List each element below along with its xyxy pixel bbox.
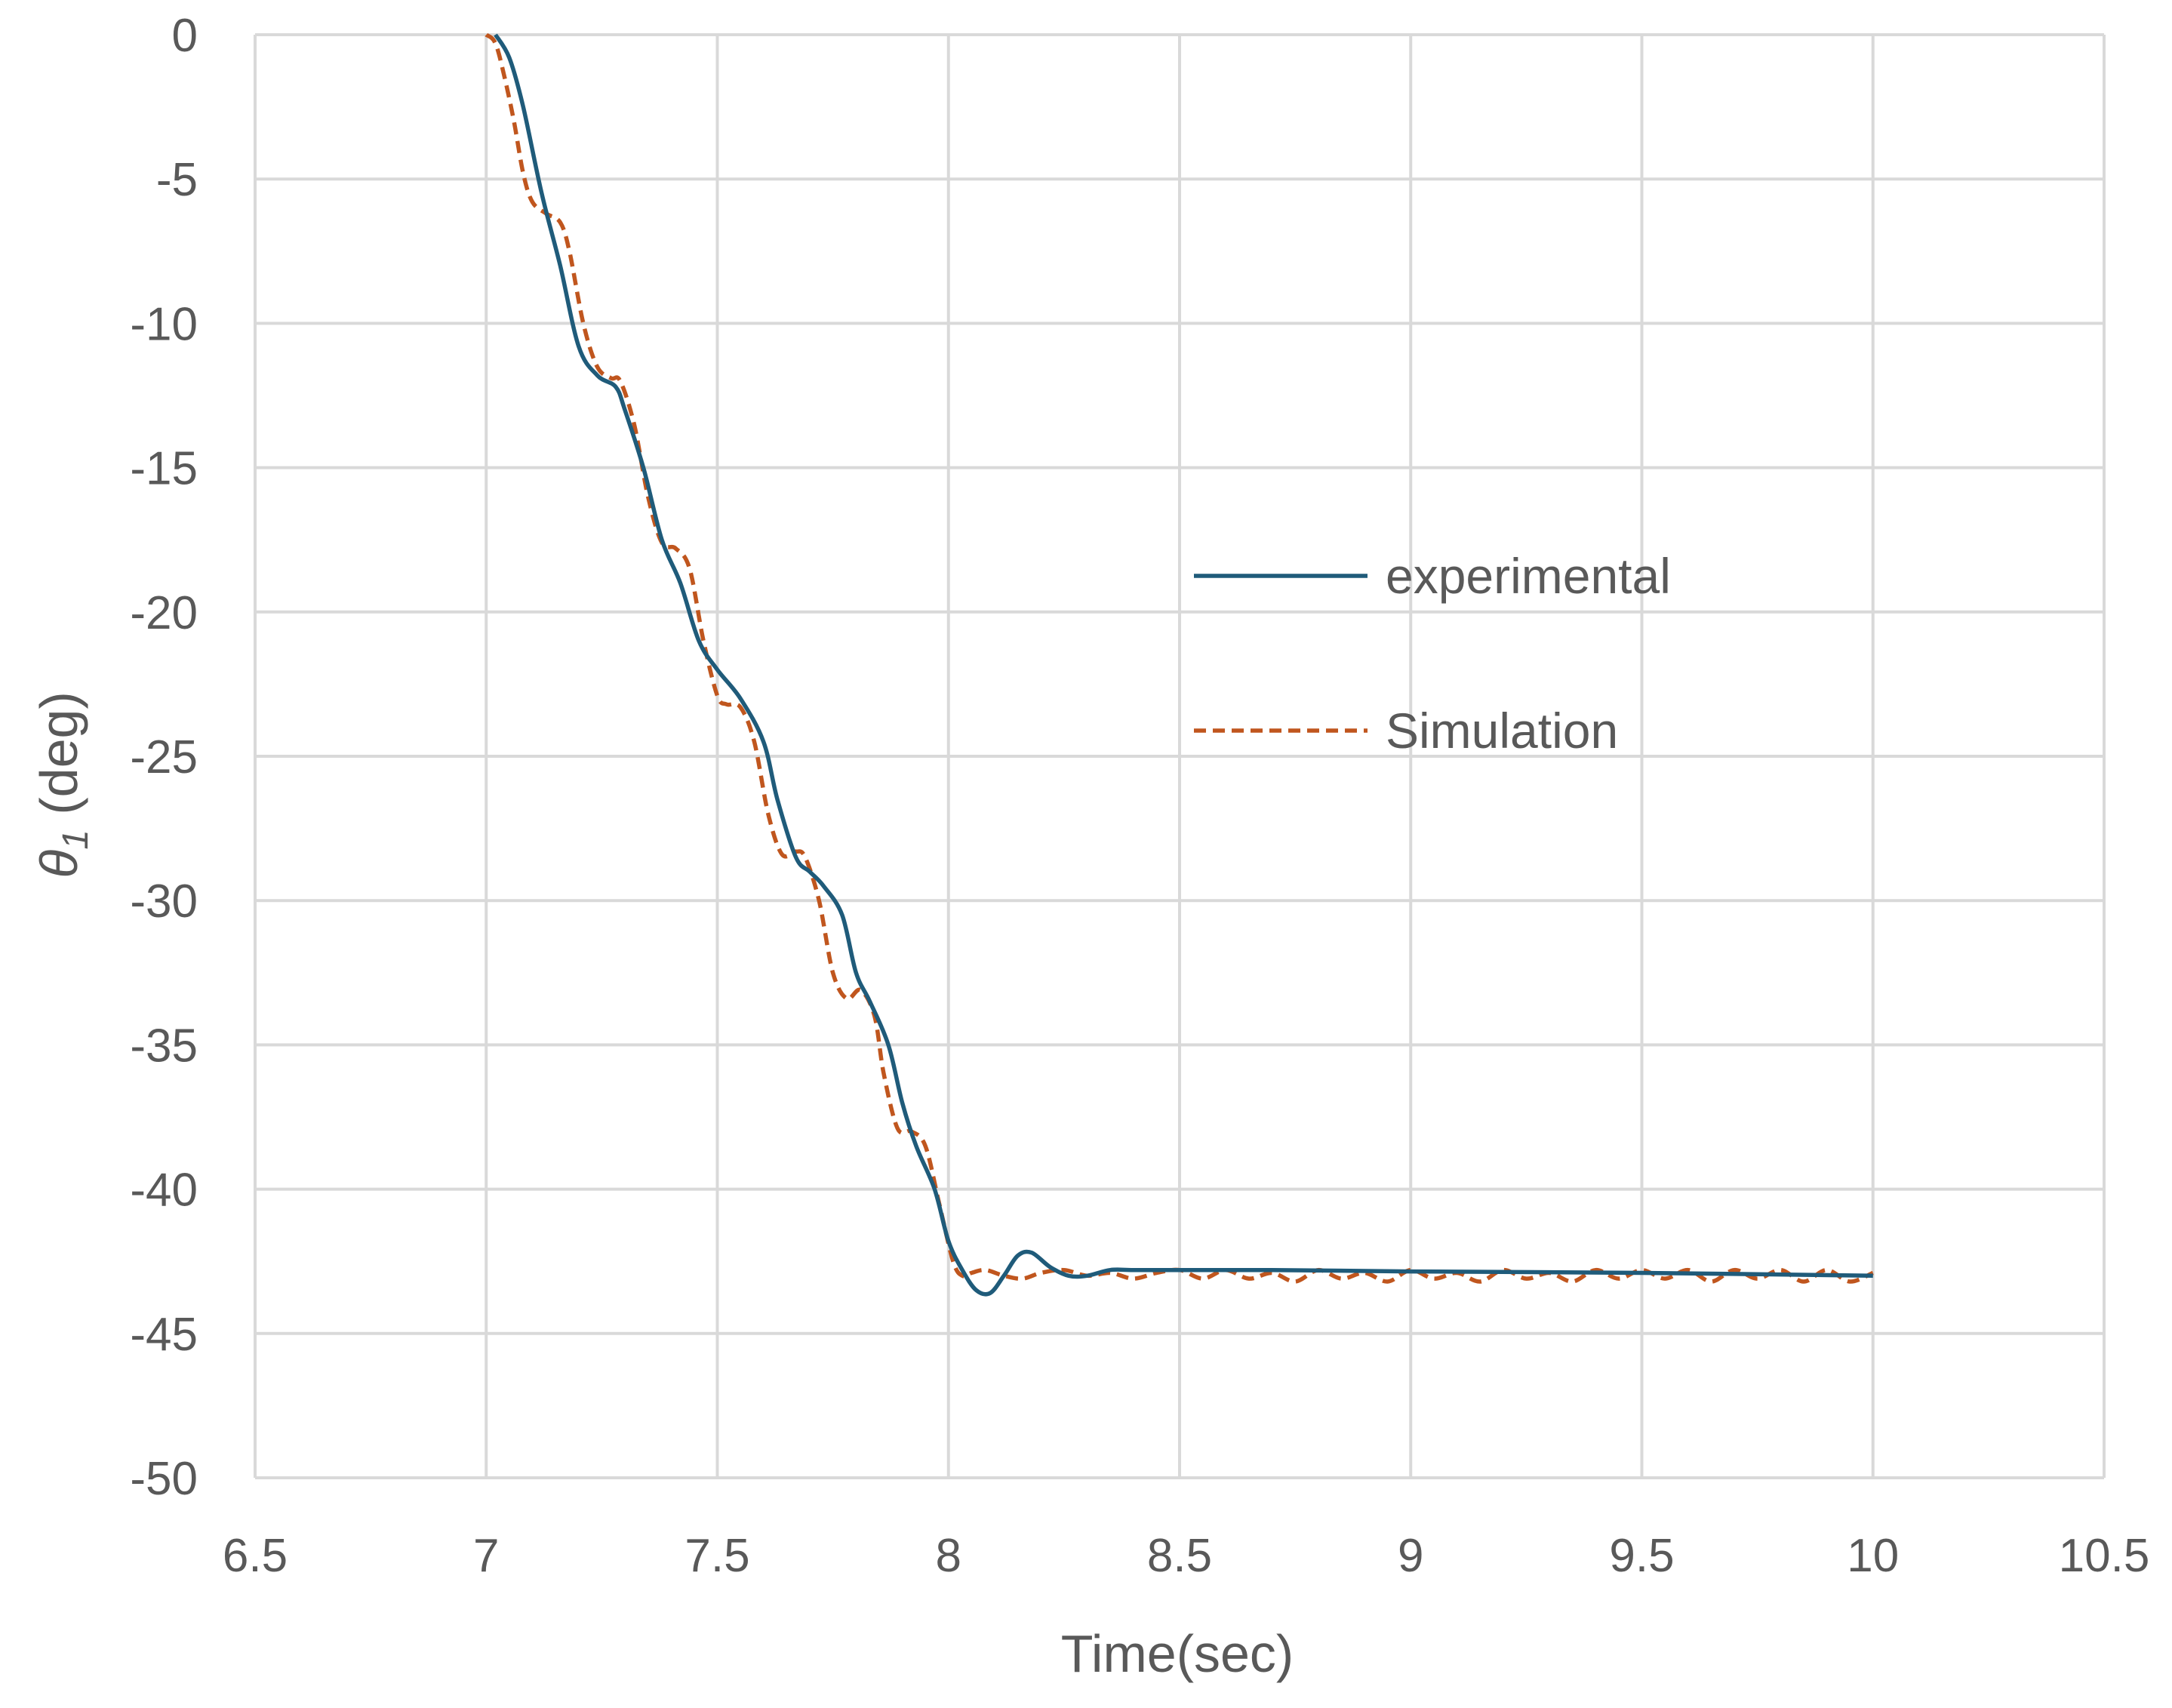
legend-label-experimental: experimental bbox=[1386, 548, 1671, 604]
y-axis-title-subscript: 1 bbox=[56, 829, 96, 850]
grid bbox=[254, 33, 2106, 1479]
x-axis-ticks: 6.5 7 7.5 8 8.5 9 9.5 10 10.5 bbox=[223, 1530, 2149, 1582]
y-tick-label: -10 bbox=[130, 298, 198, 350]
y-tick-label: -25 bbox=[130, 731, 198, 783]
y-tick-label: -20 bbox=[130, 587, 198, 639]
y-tick-label: -30 bbox=[130, 876, 198, 928]
x-tick-label: 7 bbox=[473, 1530, 499, 1582]
y-tick-label: -5 bbox=[156, 154, 198, 206]
series-line-simulation bbox=[485, 32, 1874, 1284]
y-axis-ticks: 0 -5 -10 -15 -20 -25 -30 -35 -40 -45 -50 bbox=[130, 10, 198, 1505]
y-tick-label: -15 bbox=[130, 443, 198, 495]
x-tick-label: 6.5 bbox=[223, 1530, 288, 1582]
x-tick-label: 10.5 bbox=[2059, 1530, 2150, 1582]
x-tick-label: 9.5 bbox=[1609, 1530, 1674, 1582]
x-tick-label: 8.5 bbox=[1147, 1530, 1212, 1582]
x-tick-label: 9 bbox=[1398, 1530, 1423, 1582]
y-tick-label: -45 bbox=[130, 1309, 198, 1361]
plot-area bbox=[485, 32, 1874, 1297]
x-tick-label: 7.5 bbox=[685, 1530, 749, 1582]
x-axis-title: Time(sec) bbox=[1061, 1624, 1294, 1683]
y-axis-title-unit: (deg) bbox=[29, 691, 88, 829]
legend-label-simulation: Simulation bbox=[1386, 703, 1618, 759]
series-line-experimental bbox=[494, 33, 1873, 1297]
y-tick-label: -35 bbox=[130, 1020, 198, 1072]
y-axis-title: θ1 (deg) bbox=[29, 691, 96, 879]
y-tick-label: -50 bbox=[130, 1453, 198, 1505]
legend: experimental Simulation bbox=[1194, 548, 1671, 759]
x-tick-label: 10 bbox=[1847, 1530, 1899, 1582]
y-tick-label: 0 bbox=[172, 10, 198, 62]
x-tick-label: 8 bbox=[936, 1530, 961, 1582]
y-tick-label: -40 bbox=[130, 1165, 198, 1217]
y-axis-title-symbol: θ bbox=[29, 850, 88, 879]
